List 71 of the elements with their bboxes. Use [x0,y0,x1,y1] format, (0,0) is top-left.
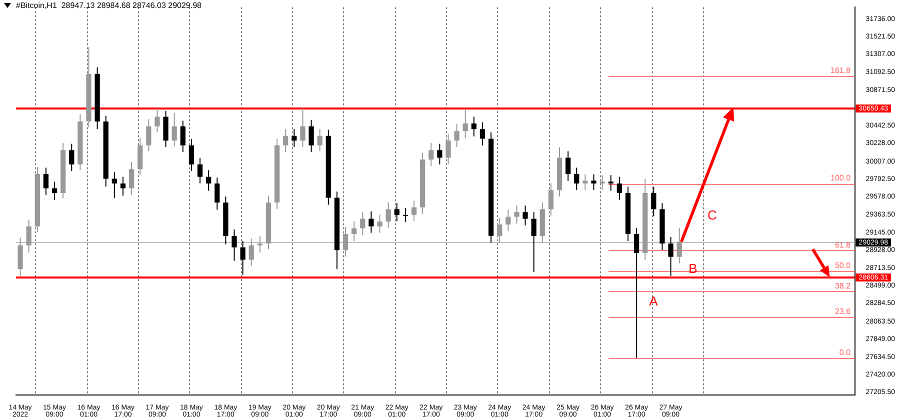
candlestick [506,209,511,232]
candlestick [52,181,58,200]
candlestick [548,182,554,216]
candlestick [616,176,622,200]
candlestick [283,128,288,153]
annotation: 38.2 [834,282,852,291]
annotation: 161.8 [830,66,852,75]
candlestick [566,150,571,182]
candlestick [480,122,486,146]
candlestick [163,110,168,148]
candlestick [308,119,314,153]
candlestick [608,174,614,192]
candlestick [342,226,348,258]
candlestick [292,128,297,148]
candlestick [428,142,434,167]
candlestick [394,202,400,222]
candlestick [454,124,460,148]
candlestick [368,210,374,234]
annotation: B [688,260,698,276]
candlestick [300,108,306,148]
candlestick [446,133,451,165]
candlestick [514,205,520,224]
candlestick [437,143,442,165]
annotation: 23.6 [834,307,852,316]
annotation: 100.0 [830,174,852,183]
candlestick [138,138,143,176]
candlestick [18,237,23,276]
candlestick [26,219,32,254]
candlestick [522,205,528,226]
candlestick [462,110,468,139]
candlestick [668,236,674,276]
candlestick [128,161,134,196]
candlestick [676,227,682,264]
candlestick [591,174,596,190]
candlestick [248,238,254,266]
candlestick [634,227,640,359]
candlestick [352,220,357,242]
candlestick [146,118,152,152]
candlestick [69,143,74,172]
candlestick [257,236,263,254]
candlestick [582,174,588,190]
candlestick [386,202,391,228]
candlestick [240,240,246,276]
candlestick [154,108,160,133]
candlestick [112,171,117,199]
candlestick [360,212,366,236]
annotation: C [708,207,717,222]
candlestick [411,200,417,222]
annotation: 61.8 [834,240,852,250]
candlestick [600,174,605,190]
candlestick [180,120,186,153]
candlestick [377,214,382,234]
candlestick [531,212,536,273]
annotation: 0.0 [839,348,852,358]
candlestick [402,208,408,223]
candlestick [214,177,220,210]
candlestick [206,170,212,192]
candlestick [188,138,194,172]
candlestick [651,186,656,217]
candlestick [120,176,126,196]
candlestick [497,217,502,244]
annotation: A [649,294,658,309]
chart-title: #Bitcoin,H1 28947.13 28984.68 28746.03 29029.98 [16,1,202,10]
candlestick [43,167,49,196]
candlestick [172,112,177,147]
candlestick [574,167,580,190]
candlestick [317,128,322,152]
candlestick [197,157,203,184]
candlestick [471,116,476,137]
annotation: 50.0 [834,260,852,270]
candlestick [232,228,237,262]
